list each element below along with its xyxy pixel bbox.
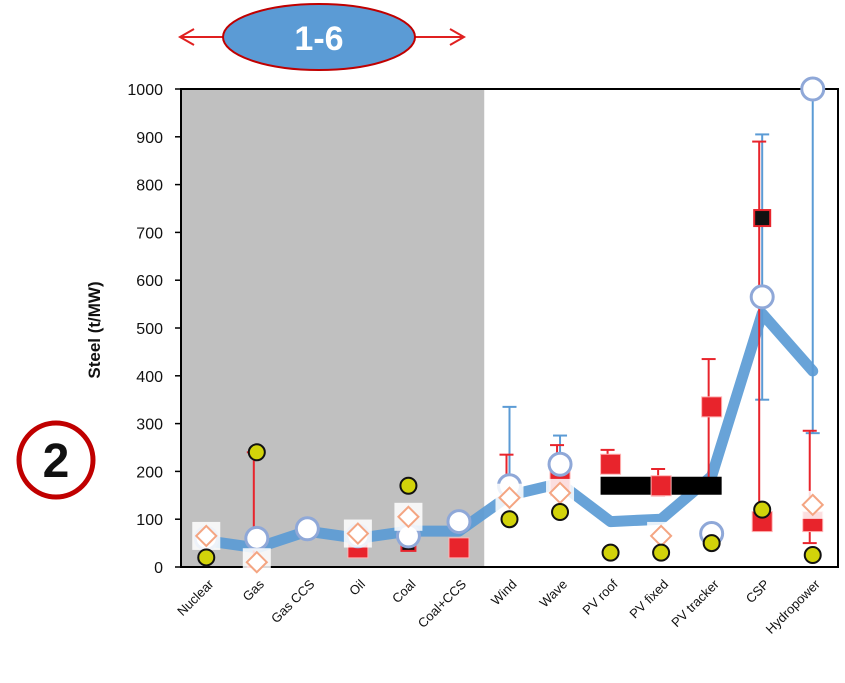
x-tick-label: Coal <box>389 576 419 606</box>
open-diamond-point <box>194 524 218 548</box>
yellow-circle-point <box>197 548 216 567</box>
x-tick-label: Coal+CCS <box>415 576 470 631</box>
x-tick-label: Oil <box>346 576 368 598</box>
y-tick-label: 1000 <box>127 82 163 99</box>
y-tick-label: 100 <box>136 512 163 529</box>
y-tick-label: 900 <box>136 130 163 147</box>
black-square-point <box>753 209 772 228</box>
x-tick-label: PV fixed <box>626 577 671 622</box>
yellow-circle-point <box>399 476 418 495</box>
yellow-circle-point <box>702 534 721 553</box>
red-square-point <box>650 475 672 497</box>
y-tick-label: 700 <box>136 225 163 242</box>
badges: 1-6 2 <box>16 3 467 500</box>
red-square-point <box>448 537 470 559</box>
y-tick-label: 800 <box>136 178 163 195</box>
number-badge-label: 2 <box>43 435 70 488</box>
range-arrow-right-head <box>449 28 467 46</box>
yellow-circle-point <box>753 500 772 519</box>
open-diamond-point <box>548 481 572 505</box>
number-badge <box>16 420 96 500</box>
yellow-circle-point <box>803 546 822 565</box>
yellow-circle-point <box>500 510 519 529</box>
open-circle-point <box>800 76 826 102</box>
x-tick-label: Gas <box>239 576 267 604</box>
open-circle-point <box>446 509 472 535</box>
x-tick-label: Wind <box>488 577 520 609</box>
x-tick-label: PV tracker <box>668 576 722 630</box>
red-square-point <box>701 396 723 418</box>
y-tick-label: 500 <box>136 321 163 338</box>
y-tick-label: 600 <box>136 273 163 290</box>
plot-area: 0 100 200 300 400 500 600 700 800 900 1000 Nuclear G… <box>127 76 839 637</box>
y-axis-label: Steel (t/MW) <box>85 281 104 378</box>
shaded-region <box>181 89 485 567</box>
range-badge-label: 1-6 <box>294 20 343 58</box>
yellow-circle-point <box>247 443 266 462</box>
range-badge <box>222 3 416 71</box>
open-circle-point <box>244 525 270 551</box>
open-diamond-point <box>498 486 521 510</box>
x-tick-label: PV roof <box>579 576 621 618</box>
x-tick-label: Gas CCS <box>268 576 318 626</box>
x-tick-label: Nuclear <box>174 576 217 619</box>
y-tick-label: 0 <box>154 560 163 577</box>
open-circle-point <box>749 284 775 310</box>
red-square-point <box>600 453 622 475</box>
yellow-circle-point <box>551 503 570 522</box>
open-diamond-point <box>245 550 269 574</box>
range-arrow-left-head <box>177 28 195 46</box>
x-tick-label: Wave <box>536 577 570 611</box>
open-circle-point <box>547 451 573 477</box>
y-tick-label: 400 <box>136 369 163 386</box>
open-diamond-point <box>346 522 370 545</box>
yellow-circle-point <box>601 543 620 562</box>
open-circle-point <box>294 516 320 542</box>
open-diamond-point <box>397 505 420 529</box>
open-diamond-point <box>801 493 825 517</box>
x-tick-label: CSP <box>743 577 773 607</box>
y-tick-label: 200 <box>136 464 163 481</box>
x-tick-label: Hydropower <box>763 576 824 637</box>
yellow-circle-point <box>652 543 671 562</box>
y-tick-label: 300 <box>136 417 163 434</box>
